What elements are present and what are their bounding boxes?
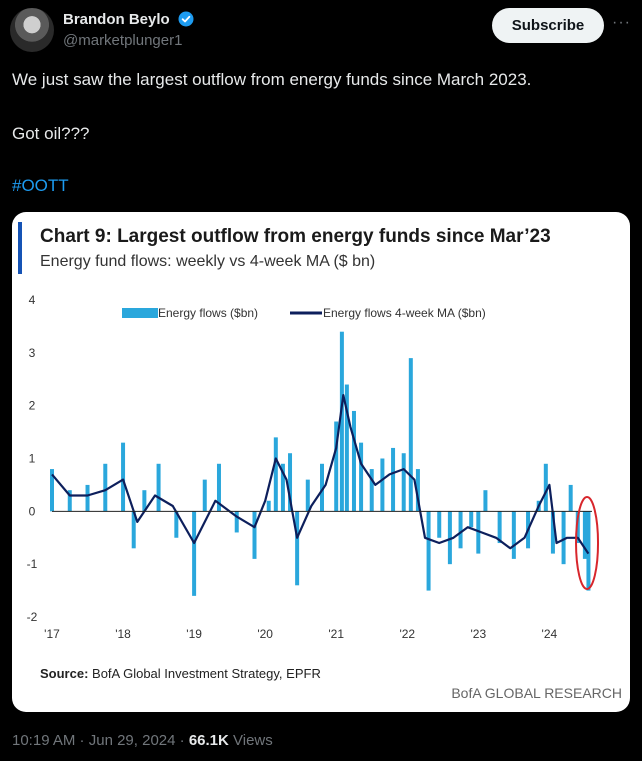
energy-flow-bar bbox=[401, 453, 406, 512]
energy-flow-bar bbox=[266, 500, 271, 512]
energy-flow-bar bbox=[543, 463, 548, 512]
tweet-header: Brandon Beylo @marketplunger1 Subscribe … bbox=[0, 0, 642, 60]
energy-flow-bar bbox=[351, 410, 356, 512]
energy-flow-bar bbox=[380, 458, 385, 512]
energy-flow-bar bbox=[85, 484, 90, 512]
energy-flow-bar bbox=[408, 358, 413, 512]
y-tick-label: 2 bbox=[29, 399, 36, 413]
views-count: 66.1K bbox=[188, 732, 229, 749]
energy-flow-bar bbox=[103, 463, 108, 512]
energy-flow-bar bbox=[483, 490, 488, 512]
y-tick-label: 4 bbox=[29, 293, 36, 307]
energy-flow-bar bbox=[391, 447, 396, 512]
chart-title: Chart 9: Largest outflow from energy fun… bbox=[40, 226, 551, 247]
y-tick-label: -1 bbox=[27, 557, 38, 571]
energy-flow-bar bbox=[437, 511, 442, 538]
energy-flow-bar bbox=[561, 511, 566, 565]
energy-flow-bar bbox=[426, 511, 431, 591]
energy-flow-bar bbox=[586, 511, 591, 591]
tweet-text-line-1: We just saw the largest outflow from ene… bbox=[12, 70, 532, 89]
tweet-text-line-2: Got oil??? bbox=[12, 124, 90, 143]
chart-source: Source: BofA Global Investment Strategy,… bbox=[40, 666, 321, 681]
author-name-text[interactable]: Brandon Beylo bbox=[63, 11, 170, 28]
energy-flow-bar bbox=[50, 469, 54, 512]
energy-flow-bar bbox=[273, 437, 278, 512]
source-text: BofA Global Investment Strategy, EPFR bbox=[88, 666, 320, 681]
x-tick-label: '18 bbox=[115, 627, 131, 641]
legend-flows-label: Energy flows ($bn) bbox=[158, 306, 258, 320]
energy-flow-bar bbox=[550, 511, 555, 554]
energy-flow-bar bbox=[121, 442, 126, 512]
legend-flows-swatch bbox=[122, 308, 158, 318]
tweet-meta: 10:19 AM · Jun 29, 2024 · 66.1K Views bbox=[12, 732, 273, 749]
author-name[interactable]: Brandon Beylo bbox=[63, 11, 194, 28]
x-tick-label: '20 bbox=[257, 627, 273, 641]
energy-flow-bar bbox=[511, 511, 516, 559]
energy-flow-bar bbox=[469, 511, 474, 528]
highlight-ellipse bbox=[575, 496, 600, 591]
more-options-icon[interactable]: ··· bbox=[612, 14, 631, 31]
x-tick-label: '17 bbox=[44, 627, 60, 641]
energy-flow-bar bbox=[339, 331, 344, 512]
x-tick-label: '24 bbox=[542, 627, 558, 641]
energy-flow-bar bbox=[344, 384, 349, 512]
chart-svg: Chart 9: Largest outflow from energy fun… bbox=[18, 222, 622, 701]
y-tick-label: 0 bbox=[29, 504, 36, 518]
x-tick-label: '21 bbox=[328, 627, 344, 641]
ma-series-line bbox=[51, 394, 590, 555]
energy-flow-bar bbox=[476, 511, 481, 554]
energy-flow-bar bbox=[359, 442, 364, 512]
x-tick-label: '22 bbox=[399, 627, 415, 641]
energy-flow-bar bbox=[252, 511, 257, 559]
hashtag-link[interactable]: #OOTT bbox=[12, 176, 69, 195]
energy-flow-bar bbox=[582, 511, 587, 559]
energy-flow-bar bbox=[369, 469, 374, 512]
energy-flow-bar bbox=[234, 511, 239, 533]
tweet-date[interactable]: Jun 29, 2024 bbox=[88, 732, 176, 749]
energy-flow-bar bbox=[174, 511, 179, 538]
energy-flow-bar bbox=[142, 490, 147, 512]
x-tick-label: '23 bbox=[470, 627, 486, 641]
energy-flow-bar bbox=[334, 421, 339, 512]
chart-subtitle: Energy fund flows: weekly vs 4-week MA (… bbox=[40, 253, 375, 270]
tweet-time[interactable]: 10:19 AM bbox=[12, 732, 76, 749]
views-label: Views bbox=[228, 732, 273, 749]
energy-flow-bar bbox=[305, 479, 310, 512]
energy-flow-bar bbox=[568, 484, 573, 512]
energy-flow-bar bbox=[415, 469, 420, 512]
energy-flow-bar bbox=[458, 511, 463, 549]
energy-flow-bar bbox=[497, 511, 502, 544]
energy-flow-bar bbox=[295, 511, 300, 586]
energy-flow-bar bbox=[320, 463, 324, 512]
meta-separator: · bbox=[175, 732, 189, 749]
y-tick-label: -2 bbox=[27, 610, 38, 624]
energy-flow-bar bbox=[202, 479, 207, 512]
energy-flow-bar bbox=[216, 463, 221, 512]
x-tick-label: '19 bbox=[186, 627, 202, 641]
title-accent-bar bbox=[18, 222, 22, 274]
avatar[interactable] bbox=[10, 8, 54, 52]
energy-flow-bar bbox=[447, 511, 452, 565]
energy-flow-bar bbox=[192, 511, 197, 596]
energy-flow-bar bbox=[288, 453, 293, 512]
y-tick-label: 3 bbox=[29, 346, 36, 360]
source-label: Source: bbox=[40, 666, 88, 681]
meta-separator: · bbox=[75, 732, 89, 749]
energy-flow-bar bbox=[575, 511, 580, 544]
y-tick-label: 1 bbox=[29, 452, 36, 466]
chart-image[interactable]: Chart 9: Largest outflow from energy fun… bbox=[12, 212, 630, 712]
energy-flow-bar bbox=[131, 511, 136, 549]
author-handle[interactable]: @marketplunger1 bbox=[63, 32, 183, 49]
energy-flow-bar bbox=[67, 490, 72, 512]
subscribe-button[interactable]: Subscribe bbox=[492, 8, 604, 43]
brand-label: BofA GLOBAL RESEARCH bbox=[451, 685, 622, 701]
legend-ma-label: Energy flows 4-week MA ($bn) bbox=[323, 306, 486, 320]
energy-flow-bar bbox=[280, 463, 285, 512]
energy-flow-bar bbox=[156, 463, 161, 512]
verified-badge-icon bbox=[178, 11, 194, 27]
